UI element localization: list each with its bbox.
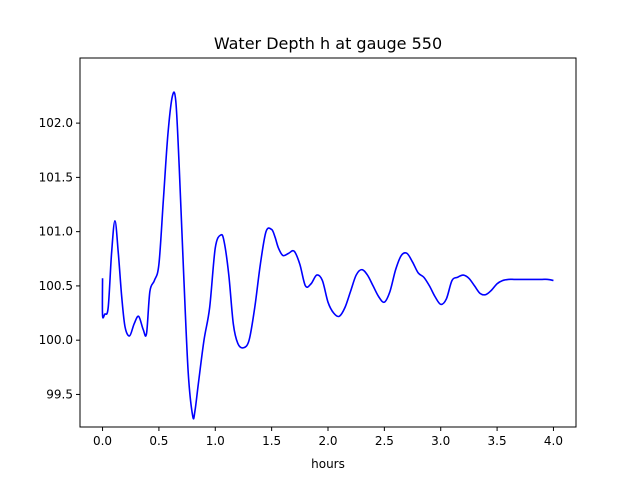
x-tick-label: 3.0 — [431, 434, 450, 448]
x-tick-label: 0.0 — [93, 434, 112, 448]
y-tick-label: 99.5 — [46, 387, 73, 401]
y-tick-label: 101.0 — [39, 225, 73, 239]
x-tick-label: 3.5 — [488, 434, 507, 448]
x-tick-label: 1.5 — [262, 434, 281, 448]
y-axis: 99.5 100.0 100.5 101.0 101.5 102.0 — [39, 116, 80, 401]
x-axis: 0.0 0.5 1.0 1.5 2.0 2.5 3.0 3.5 4.0 — [93, 427, 563, 448]
x-tick-label: 1.0 — [206, 434, 225, 448]
x-tick-label: 0.5 — [149, 434, 168, 448]
y-tick-label: 102.0 — [39, 116, 73, 130]
chart-title: Water Depth h at gauge 550 — [214, 34, 442, 53]
x-axis-label: hours — [311, 457, 345, 471]
y-tick-label: 101.5 — [39, 170, 73, 184]
x-tick-label: 4.0 — [544, 434, 563, 448]
y-tick-label: 100.5 — [39, 279, 73, 293]
plot-area — [101, 91, 554, 420]
x-tick-label: 2.5 — [375, 434, 394, 448]
y-tick-label: 100.0 — [39, 333, 73, 347]
series-line-0 — [101, 91, 554, 420]
x-tick-label: 2.0 — [318, 434, 337, 448]
